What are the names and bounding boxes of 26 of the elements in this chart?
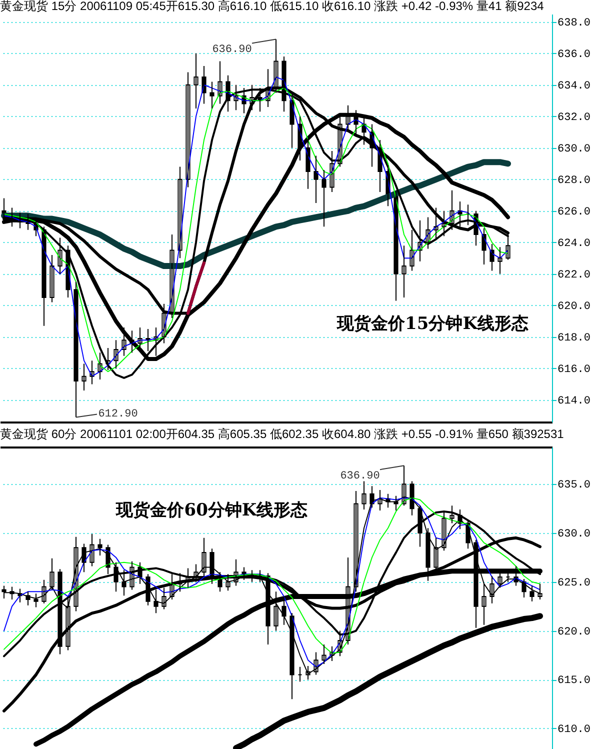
y-tick-label: 626.0 <box>558 206 591 218</box>
y-tick-label: 630.0 <box>558 528 591 541</box>
y-tick-label: 630.0 <box>558 143 591 156</box>
y-tick-label: 614.0 <box>558 395 591 408</box>
y-tick-label: 636.0 <box>558 48 591 61</box>
annotation: 现货金价15分钟K线形态 <box>336 314 528 334</box>
y-tick-label: 622.0 <box>558 269 591 282</box>
y-tick-label: 615.0 <box>558 675 591 688</box>
annotation: 636.90 <box>340 470 380 483</box>
y-tick-label: 618.0 <box>558 332 591 344</box>
chart-title: 黄金现货 60分 20061101 02:00开604.35 高605.35 低602.35 收604.80 涨跌 +0.55 -0.91% 量650 额392531 <box>0 427 564 441</box>
y-tick-label: 632.0 <box>558 112 591 124</box>
y-tick-label: 624.0 <box>558 238 591 250</box>
y-tick-label: 628.0 <box>558 174 591 187</box>
annotation: 612.90 <box>98 408 138 420</box>
annotation: 636.90 <box>212 44 252 56</box>
y-tick-label: 616.0 <box>558 364 591 376</box>
y-tick-label: 620.0 <box>558 626 591 638</box>
y-tick-label: 620.0 <box>558 300 591 313</box>
y-tick-label: 634.0 <box>558 80 591 92</box>
y-tick-label: 638.0 <box>558 17 591 30</box>
chart-title: 黄金现货 15分 20061109 05:45开615.30 高616.10 低615.10 收616.10 涨跌 +0.42 -0.93% 量41 额9234 <box>0 0 544 13</box>
annotation: 现货金价60分钟K线形态 <box>115 500 308 521</box>
y-tick-label: 610.0 <box>558 724 591 736</box>
y-tick-label: 635.0 <box>558 480 591 492</box>
y-tick-label: 625.0 <box>558 577 591 590</box>
